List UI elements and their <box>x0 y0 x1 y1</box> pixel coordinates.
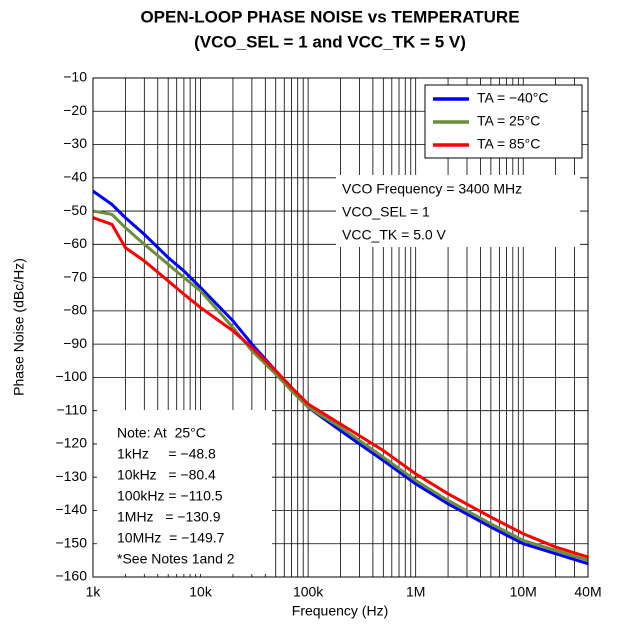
note-line: 10kHz = −80.4 <box>117 467 216 483</box>
annotation: VCO Frequency = 3400 MHz <box>342 181 522 197</box>
y-tick-label: −130 <box>55 468 87 484</box>
y-tick-label: −10 <box>63 69 87 85</box>
y-tick-label: −120 <box>55 435 87 451</box>
y-tick-label: −30 <box>63 135 87 151</box>
legend-label: TA = −40°C <box>477 90 549 106</box>
x-tick-label: 100k <box>293 584 324 600</box>
y-tick-label: −140 <box>55 501 87 517</box>
x-tick-label: 1M <box>406 584 425 600</box>
y-tick-label: −160 <box>55 568 87 584</box>
y-tick-label: −150 <box>55 534 87 550</box>
note-line: 1MHz = −130.9 <box>117 509 221 525</box>
y-tick-label: −100 <box>55 368 87 384</box>
series-line <box>92 216 589 559</box>
y-tick-label: −70 <box>63 268 87 284</box>
plot-frame <box>92 77 589 578</box>
y-tick-label: −20 <box>63 102 87 118</box>
series-line <box>92 209 589 562</box>
y-tick-label: −50 <box>63 202 87 218</box>
y-tick-label: −80 <box>63 302 87 318</box>
y-tick-label: −110 <box>57 401 88 417</box>
x-tick-label: 1k <box>86 584 102 600</box>
chart-title: OPEN-LOOP PHASE NOISE vs TEMPERATURE <box>140 7 519 26</box>
y-tick-label: −40 <box>63 169 87 185</box>
annotation: VCO_SEL = 1 <box>342 204 430 220</box>
x-tick-label: 10k <box>189 584 213 600</box>
legend-label: TA = 85°C <box>477 136 540 152</box>
x-axis-label: Frequency (Hz) <box>292 603 388 619</box>
y-tick-label: −90 <box>63 335 87 351</box>
y-axis-label: Phase Noise (dBc/Hz) <box>11 258 27 396</box>
annotation-box <box>336 175 580 247</box>
x-tick-label: 10M <box>510 584 537 600</box>
y-tick-label: −60 <box>63 235 87 251</box>
legend-label: TA = 25°C <box>477 113 540 129</box>
annotation: VCC_TK = 5.0 V <box>342 227 447 243</box>
note-line: *See Notes 1and 2 <box>117 551 235 567</box>
note-line: 100kHz = −110.5 <box>117 488 223 504</box>
x-tick-label: 40M <box>574 584 601 600</box>
note-line: Note: At 25°C <box>117 425 206 441</box>
note-box <box>97 410 272 574</box>
chart-subtitle: (VCO_SEL = 1 and VCC_TK = 5 V) <box>194 32 466 51</box>
note-line: 1kHz = −48.8 <box>117 446 216 462</box>
note-line: 10MHz = −149.7 <box>117 530 225 546</box>
